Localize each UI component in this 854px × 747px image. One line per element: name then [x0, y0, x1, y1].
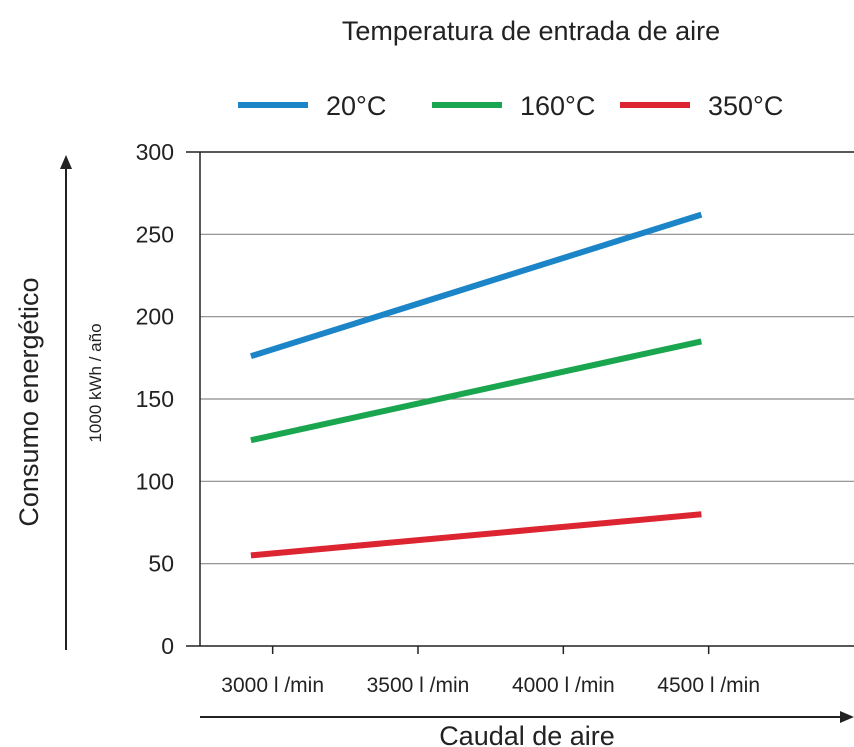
y-axis-unit: 1000 kWh / año: [86, 323, 105, 442]
legend-label: 350°C: [708, 91, 783, 121]
y-axis-label: Consumo energético: [14, 277, 44, 526]
x-tick-label: 4000 l /min: [512, 674, 615, 697]
series-line: [250, 211, 703, 360]
x-tick-label: 4500 l /min: [657, 674, 760, 697]
y-tick-label: 50: [148, 551, 174, 577]
y-tick-label: 300: [136, 139, 174, 165]
x-tick-label: 3500 l /min: [367, 674, 470, 697]
x-tick-label: 3000 l /min: [221, 674, 324, 697]
y-tick-label: 150: [136, 386, 174, 412]
x-axis-arrow: [200, 711, 854, 723]
legend-label: 20°C: [326, 91, 386, 121]
grid: [186, 151, 854, 647]
chart-title: Temperatura de entrada de aire: [342, 16, 720, 46]
legend: 20°C 160°C 350°C: [238, 91, 783, 121]
x-axis-label: Caudal de aire: [439, 721, 615, 747]
series-line: [250, 338, 703, 444]
y-axis-arrow: [60, 155, 72, 650]
series-line: [250, 511, 702, 559]
y-tick-label: 200: [136, 304, 174, 330]
legend-label: 160°C: [520, 91, 595, 121]
x-tick-labels: 3000 l /min 3500 l /min 4000 l /min 4500 l …: [221, 646, 760, 697]
y-tick-label: 250: [136, 221, 174, 247]
y-tick-label: 0: [161, 633, 174, 659]
y-tick-label: 100: [136, 468, 174, 494]
series-lines: [250, 211, 703, 559]
y-tick-labels: 0 50 100 150 200 250 300: [136, 139, 174, 659]
